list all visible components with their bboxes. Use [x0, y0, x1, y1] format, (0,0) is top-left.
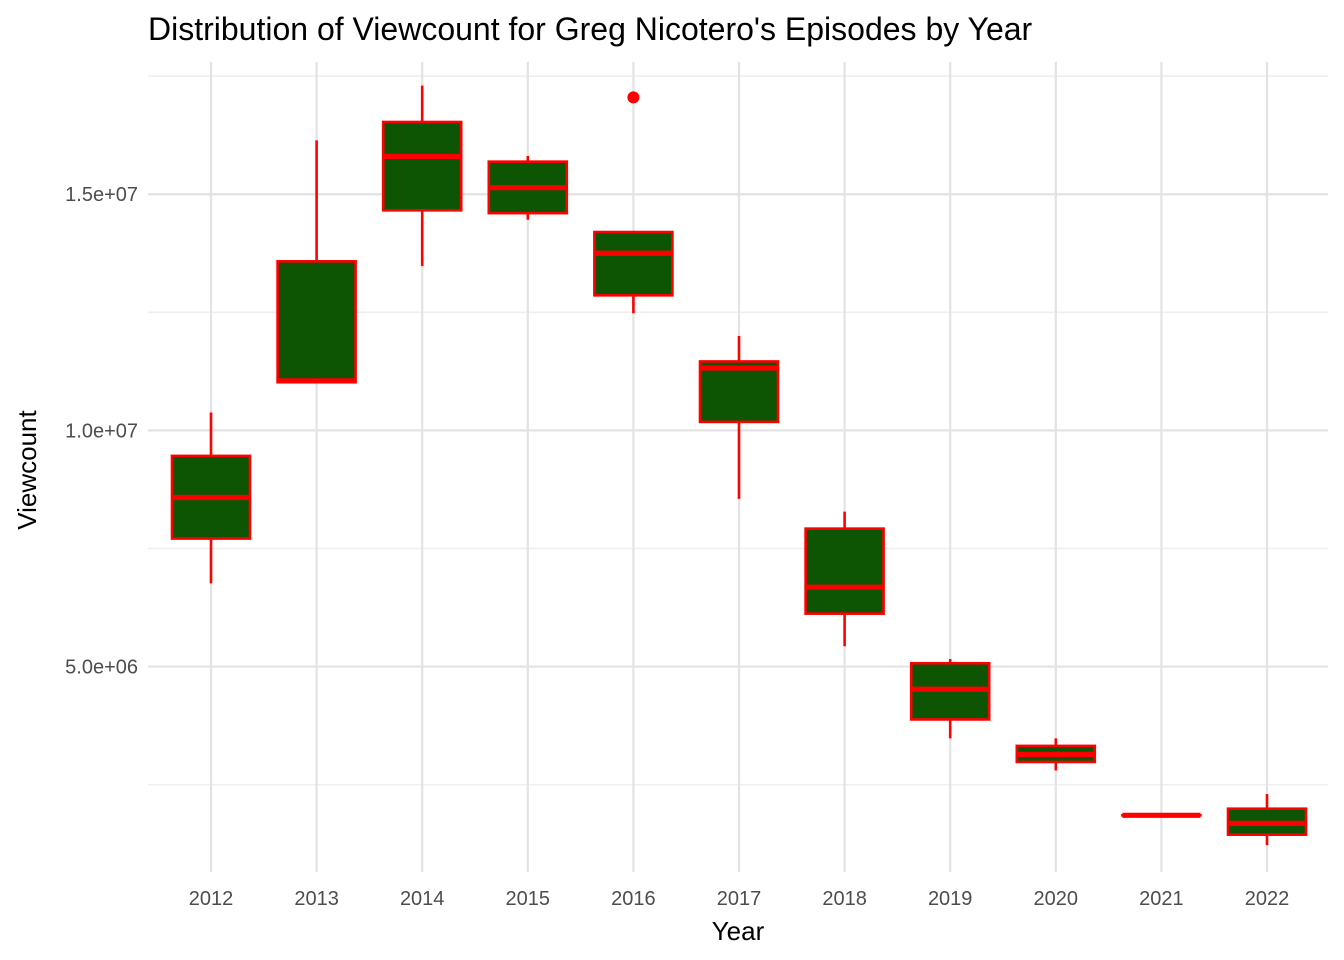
box-2013	[276, 140, 357, 384]
x-axis-ticks: 2012 2013 2014 2015 2016 2017 2018 2019 2020 2021…	[189, 888, 1290, 910]
boxes	[170, 85, 1308, 846]
box-2020	[1015, 738, 1097, 771]
x-tick-label: 2017	[717, 888, 762, 910]
box-2017	[698, 335, 780, 499]
box-2018	[804, 511, 885, 647]
box-iqr	[593, 230, 674, 297]
y-tick-label: 1.0e+07	[65, 420, 138, 442]
y-axis-ticks: 5.0e+06 1.0e+07 1.5e+07	[65, 184, 138, 678]
x-tick-label: 2018	[822, 888, 867, 910]
x-tick-label: 2012	[189, 888, 234, 910]
x-axis-title: Year	[712, 916, 765, 946]
box-2015	[487, 155, 569, 220]
box-iqr	[276, 260, 357, 384]
x-tick-label: 2014	[400, 888, 445, 910]
box-2014	[381, 85, 463, 267]
box-2019	[909, 658, 991, 739]
box-2012	[170, 412, 252, 584]
outlier-point	[627, 91, 640, 104]
chart-title: Distribution of Viewcount for Greg Nicot…	[148, 11, 1033, 47]
box-2022	[1226, 794, 1308, 846]
x-tick-label: 2020	[1034, 888, 1079, 910]
box-iqr	[804, 527, 885, 615]
x-tick-label: 2022	[1245, 888, 1290, 910]
box-iqr	[698, 360, 780, 424]
x-tick-label: 2021	[1139, 888, 1184, 910]
y-axis-title: Viewcount	[12, 409, 42, 529]
y-tick-label: 5.0e+06	[65, 657, 138, 679]
box-2016	[593, 91, 674, 314]
x-tick-label: 2015	[506, 888, 551, 910]
box-iqr	[381, 120, 463, 212]
x-tick-label: 2019	[928, 888, 973, 910]
y-tick-label: 1.5e+07	[65, 184, 138, 206]
x-tick-label: 2016	[611, 888, 656, 910]
x-tick-label: 2013	[294, 888, 339, 910]
